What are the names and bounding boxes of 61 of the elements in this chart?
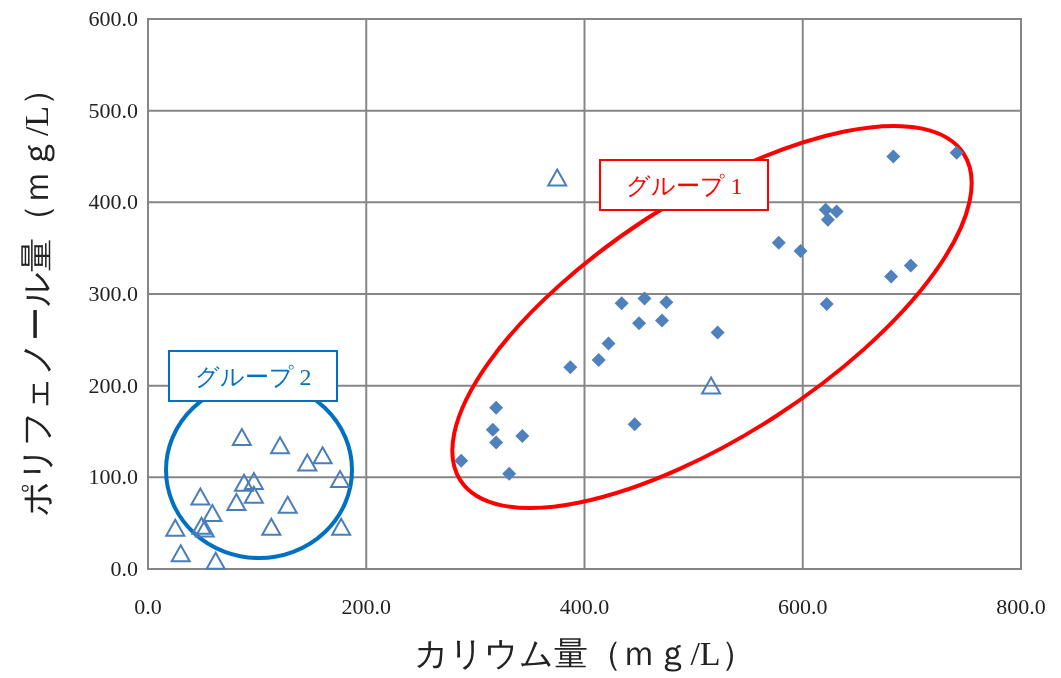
point: [710, 325, 725, 340]
point: [701, 376, 722, 395]
point: [297, 453, 318, 472]
point: [243, 471, 264, 490]
point: [312, 446, 333, 465]
y-tick-label: 100.0: [88, 464, 138, 490]
x-axis-title: カリウム量（ｍｇ/L）: [414, 635, 755, 672]
point: [502, 466, 517, 481]
point: [829, 204, 844, 219]
x-tick-label: 200.0: [341, 594, 391, 619]
point: [454, 453, 469, 468]
point: [771, 235, 786, 250]
x-tick-label: 400.0: [559, 594, 610, 619]
y-tick-label: 0.0: [110, 556, 138, 581]
y-tick-label: 600.0: [88, 6, 138, 31]
point: [243, 485, 264, 504]
point: [820, 212, 835, 227]
point: [485, 422, 500, 437]
point: [234, 473, 255, 492]
point: [601, 336, 616, 351]
point: [819, 297, 834, 312]
point: [614, 296, 629, 311]
point: [270, 436, 291, 455]
point: [165, 518, 186, 537]
point: [884, 269, 899, 284]
annotation: グループ 2: [194, 364, 312, 390]
point: [331, 517, 352, 536]
point: [949, 145, 964, 160]
y-tick-label: 500.0: [88, 97, 138, 123]
point: [627, 417, 642, 432]
point: [489, 435, 504, 450]
point: [515, 429, 530, 444]
y-tick-label: 200.0: [88, 372, 138, 398]
point: [261, 517, 282, 536]
y-tick-label: 400.0: [88, 189, 138, 215]
y-axis-title: ポリフェノール量（ｍｇ/L）: [18, 71, 55, 517]
x-tick-label: 800.0: [996, 594, 1046, 619]
point: [563, 360, 578, 375]
point: [659, 295, 674, 310]
point: [547, 168, 568, 187]
point: [886, 149, 901, 164]
point: [591, 353, 606, 367]
point: [170, 544, 191, 563]
point: [489, 400, 504, 415]
point: [654, 313, 669, 328]
point: [903, 258, 918, 273]
annotation: グループ 1: [625, 173, 743, 199]
point: [330, 470, 351, 489]
point: [226, 493, 247, 511]
x-tick-label: 0.0: [134, 594, 162, 619]
y-tick-label: 300.0: [88, 281, 138, 306]
point: [231, 427, 252, 446]
x-tick-label: 600.0: [778, 594, 828, 619]
point: [190, 487, 211, 506]
point: [632, 316, 647, 331]
point: [637, 291, 652, 306]
point: [793, 243, 808, 258]
point: [202, 504, 223, 522]
point: [205, 551, 226, 570]
point: [818, 202, 833, 217]
point: [277, 495, 298, 514]
